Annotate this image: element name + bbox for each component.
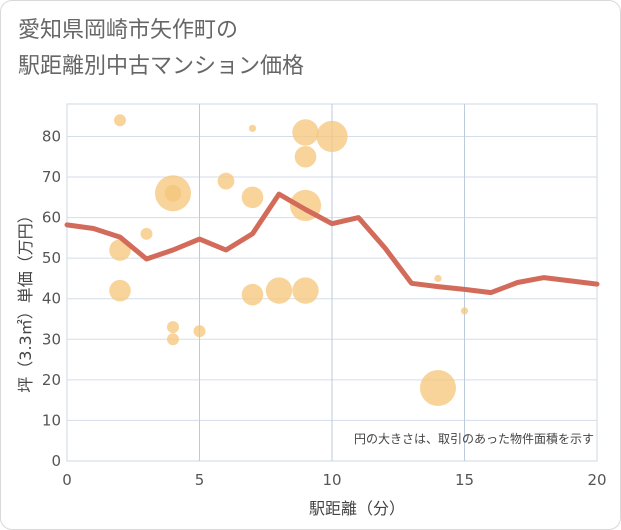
- y-tick-label: 60: [42, 209, 61, 227]
- data-bubble: [109, 279, 131, 302]
- chart-title: 愛知県岡崎市矢作町の 駅距離別中古マンション価格: [18, 13, 304, 85]
- x-tick-label: 10: [322, 471, 341, 489]
- chart-title-line-1: 愛知県岡崎市矢作町の: [18, 18, 239, 43]
- x-tick-label: 20: [587, 471, 606, 489]
- average-price-line: [64, 191, 600, 296]
- grid-lines: [67, 104, 597, 461]
- data-bubble: [265, 277, 293, 304]
- data-bubble: [292, 119, 319, 146]
- data-bubble: [294, 145, 317, 168]
- y-axis-ticks: 0 10 20 30 40 50 60 70 80: [42, 127, 61, 470]
- data-bubble: [316, 120, 348, 153]
- y-tick-label: 70: [42, 168, 61, 186]
- data-bubble: [114, 114, 126, 127]
- data-bubble: [193, 325, 206, 338]
- chart-note: 円の大きさは、取引のあった物件面積を示す: [354, 431, 594, 446]
- data-bubble: [420, 369, 456, 406]
- data-bubble: [167, 333, 179, 346]
- y-tick-label: 80: [42, 127, 61, 145]
- y-tick-label: 20: [42, 371, 61, 389]
- data-bubble: [460, 307, 469, 315]
- data-bubble: [241, 186, 264, 209]
- data-bubble: [140, 227, 153, 240]
- data-bubble: [248, 124, 257, 132]
- data-bubble: [164, 184, 182, 202]
- data-bubble: [241, 283, 264, 306]
- x-axis-ticks: 0 5 10 15 20: [62, 471, 606, 489]
- x-tick-label: 5: [195, 471, 205, 489]
- y-tick-label: 0: [51, 452, 61, 470]
- y-axis-title: 坪（3.3㎡）単価（万円）: [16, 207, 35, 392]
- y-tick-label: 10: [42, 411, 61, 429]
- x-axis-title: 駅距離（分）: [309, 499, 405, 518]
- data-bubble: [434, 274, 442, 283]
- x-tick-label: 15: [455, 471, 474, 489]
- y-tick-label: 30: [42, 330, 61, 348]
- bubble-series: [109, 114, 469, 406]
- x-tick-label: 0: [62, 471, 72, 489]
- chart-title-line-2: 駅距離別中古マンション価格: [18, 54, 305, 79]
- y-tick-label: 50: [42, 249, 61, 267]
- data-bubble: [167, 321, 179, 334]
- data-bubble: [292, 277, 319, 304]
- y-tick-label: 40: [42, 290, 61, 308]
- data-bubble: [217, 172, 235, 190]
